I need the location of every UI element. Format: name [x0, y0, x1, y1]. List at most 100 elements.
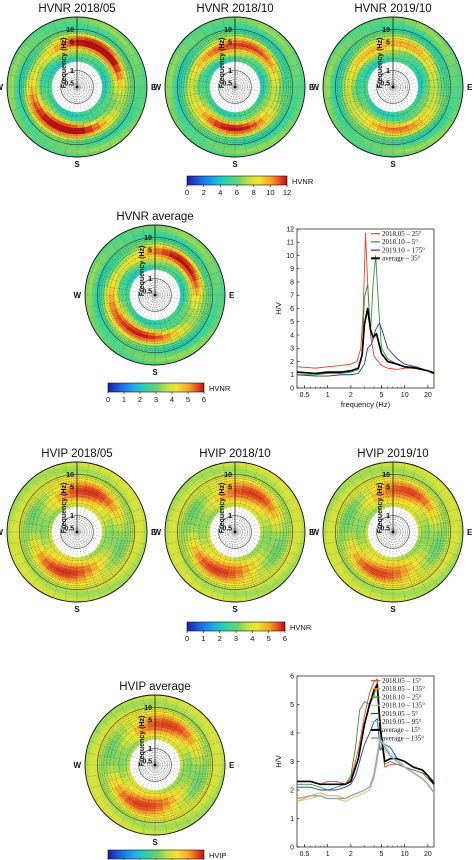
- heat-cell: [206, 526, 211, 533]
- radial-tick-label: 1: [70, 513, 74, 520]
- heat-cell: [154, 736, 161, 741]
- radial-axis-label: Frequency (Hz): [61, 38, 68, 89]
- heat-cell: [149, 789, 156, 794]
- polar-freq-circle: [356, 50, 430, 124]
- heat-cell: [154, 789, 161, 794]
- heat-cell: [101, 81, 106, 88]
- y-tick-label: 0: [290, 844, 294, 851]
- heat-cell: [185, 288, 190, 296]
- polar-spoke: [234, 62, 301, 88]
- heat-cell: [107, 86, 112, 94]
- polar-freq-circle: [198, 50, 272, 124]
- polar-spoke: [392, 86, 439, 141]
- radial-tick-label: 0.5: [380, 81, 390, 88]
- heat-cell: [149, 736, 156, 741]
- polar-center-dot: [75, 530, 79, 534]
- y-tick-label: 12: [286, 226, 294, 233]
- heat-cell: [149, 266, 156, 271]
- polar-spoke: [23, 41, 78, 88]
- radial-tick-label: 1: [148, 746, 152, 753]
- heat-cell: [234, 497, 242, 502]
- polar-spoke: [166, 74, 236, 88]
- heat-cell: [423, 86, 428, 94]
- polar-spoke: [332, 51, 394, 88]
- colorbar-tick-label: 3: [234, 634, 238, 643]
- heat-cell: [387, 111, 394, 116]
- polar-freq-circle: [69, 79, 85, 95]
- x-tick-label: 10: [401, 851, 409, 858]
- heat-cell: [364, 531, 369, 538]
- polar-spoke: [327, 62, 394, 88]
- polar-title: HVIP 2019/10: [357, 448, 428, 460]
- heat-cell: [417, 81, 422, 88]
- polar-spoke: [380, 18, 394, 88]
- heat-cell: [107, 80, 112, 88]
- compass-east: E: [151, 83, 157, 92]
- polar-spoke: [357, 86, 394, 148]
- colorbar-tick-label: 5: [186, 395, 190, 404]
- polar-spoke: [76, 18, 90, 88]
- heat-cell: [179, 759, 184, 766]
- y-tick-label: 3: [290, 759, 294, 766]
- colorbar-tick-label: 6: [235, 188, 239, 197]
- legend-entry: 2018.10 – 25°: [382, 693, 422, 701]
- heat-cell: [229, 111, 236, 116]
- compass-south: S: [232, 160, 238, 169]
- heat-cell: [126, 289, 131, 296]
- polar-center-dot: [391, 85, 395, 89]
- colorbar-tick-label: 12: [283, 188, 291, 197]
- polar-spoke: [222, 18, 236, 88]
- polar-freq-circle: [31, 41, 123, 133]
- legend-entry: 2018.05 – 135°: [382, 685, 425, 693]
- heat-cell: [107, 525, 112, 533]
- heat-cell: [76, 503, 83, 508]
- polar-freq-circle: [189, 41, 281, 133]
- compass-east: E: [309, 83, 315, 92]
- polar-spoke: [339, 86, 394, 133]
- heat-cell: [148, 795, 156, 800]
- colorbar-gradient: [107, 849, 205, 860]
- heat-cell: [386, 562, 394, 567]
- radial-tick-label: 1: [386, 68, 390, 75]
- polar-spoke: [76, 86, 102, 153]
- heat-cell: [71, 111, 78, 116]
- compass-west: W: [153, 83, 161, 92]
- polar-freq-circle: [347, 41, 439, 133]
- polar-freq-circle: [227, 79, 243, 95]
- polar-spoke: [234, 86, 260, 153]
- heat-cell: [265, 86, 270, 94]
- y-tick-label: 2: [290, 787, 294, 794]
- radial-tick-label: 5: [70, 39, 74, 46]
- polar-spoke: [199, 26, 236, 88]
- heat-cell: [417, 526, 422, 533]
- heat-cell: [392, 117, 400, 122]
- heat-cell: [149, 319, 156, 324]
- heat-cell: [70, 52, 78, 57]
- heat-cell: [229, 556, 236, 561]
- polar-spoke: [392, 86, 447, 133]
- radial-tick-label: 1: [70, 68, 74, 75]
- compass-west: W: [0, 83, 3, 92]
- heat-cell: [200, 80, 205, 88]
- polar-spoke: [368, 86, 394, 153]
- heat-cell: [70, 497, 78, 502]
- heat-cell: [48, 531, 53, 538]
- polar-spoke: [234, 86, 248, 156]
- colorbar-tick-label: 4: [250, 634, 254, 643]
- polar-spoke: [234, 74, 304, 88]
- polar-spoke: [234, 86, 296, 123]
- polar-spoke: [392, 21, 418, 88]
- polar-spoke: [76, 51, 138, 88]
- y-tick-label: 4: [290, 730, 294, 737]
- polar-spoke: [16, 86, 78, 123]
- polar-spoke: [76, 86, 146, 100]
- compass-west: W: [311, 528, 319, 537]
- y-tick-label: 11: [287, 240, 294, 247]
- colorbar-label: HVNR: [292, 177, 314, 186]
- x-tick-label: 2: [349, 851, 353, 858]
- polar-freq-circle: [72, 82, 82, 92]
- polar-spoke: [76, 33, 123, 88]
- legend-entry: 2019.05 – 5°: [382, 710, 418, 718]
- heat-cell: [76, 559, 83, 564]
